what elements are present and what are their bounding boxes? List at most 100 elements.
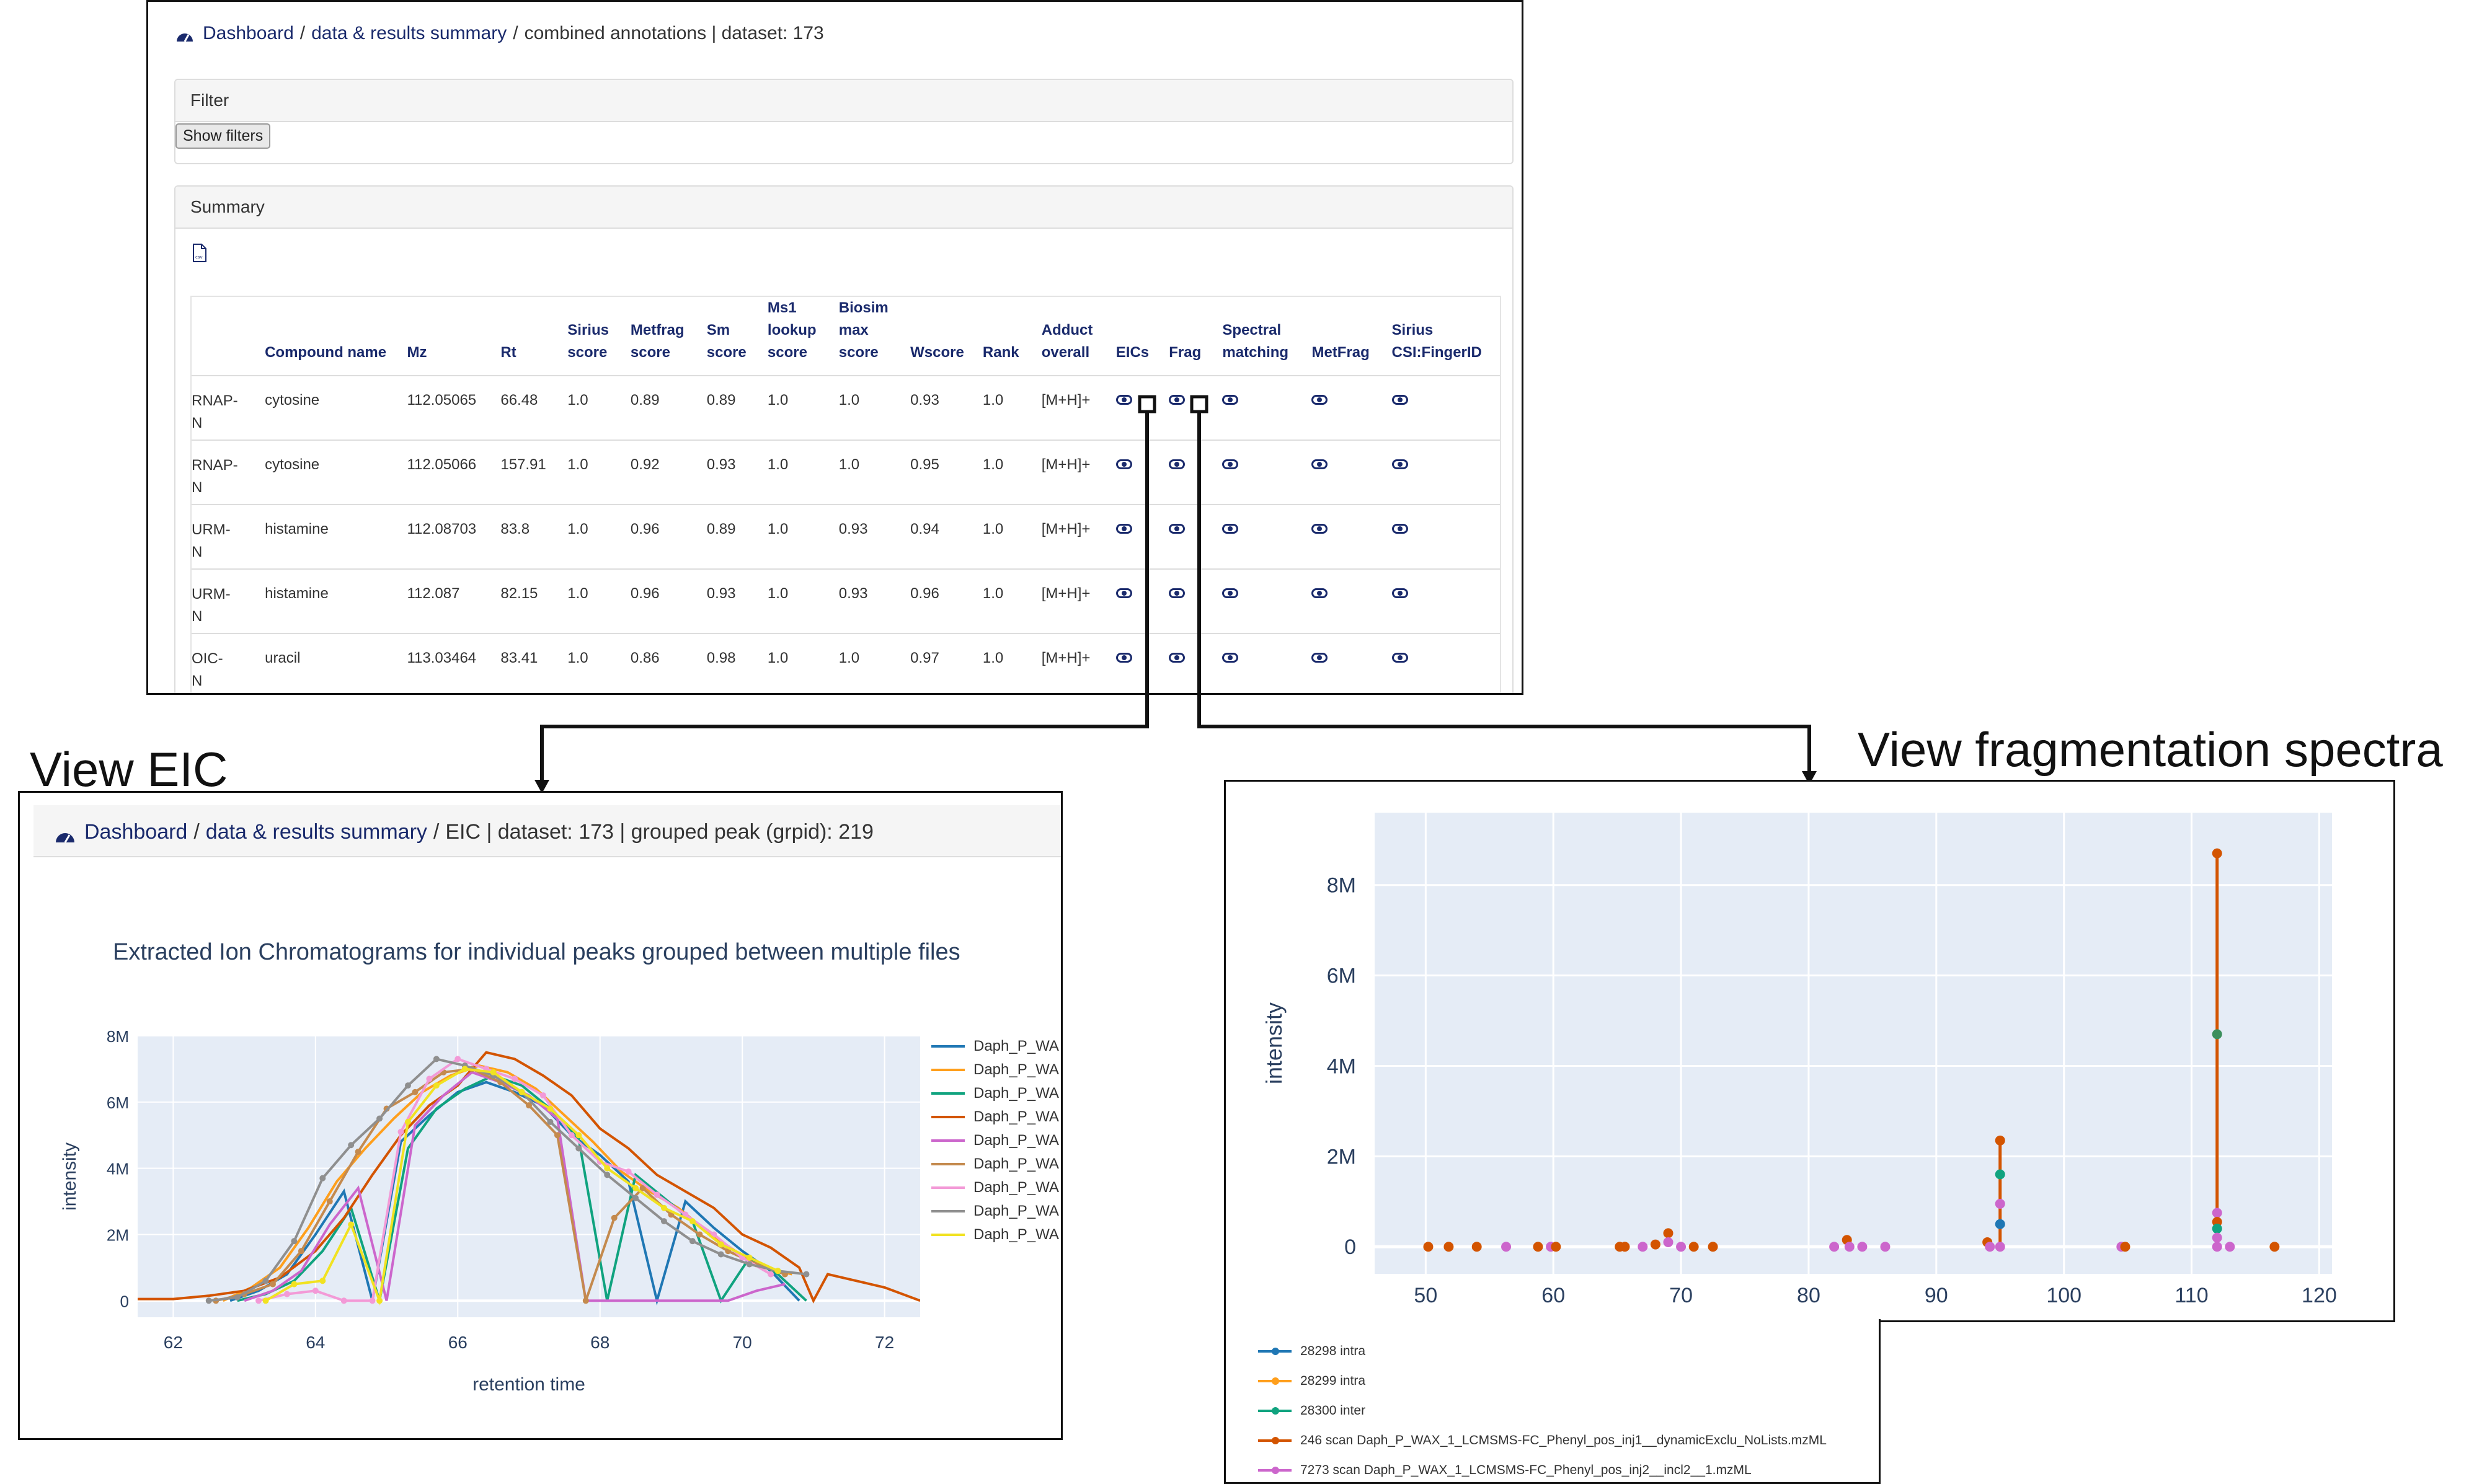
legend-item[interactable]: Daph_P_WA: [931, 1176, 1061, 1199]
table-cell: 0.95: [910, 456, 939, 473]
x-axis-label: retention time: [472, 1374, 585, 1395]
table-cell: cytosine: [265, 456, 320, 473]
spectrum-point: [1650, 1239, 1660, 1250]
csv-file-icon[interactable]: csv: [193, 244, 206, 262]
breadcrumb-dashboard-link[interactable]: Dashboard: [84, 820, 188, 844]
eye-icon[interactable]: [1311, 588, 1328, 598]
column-header[interactable]: Rt: [500, 344, 516, 361]
eye-icon[interactable]: [1391, 459, 1408, 469]
series-point: [369, 1297, 376, 1304]
column-header[interactable]: Sirius score: [567, 322, 609, 361]
legend-item[interactable]: 246 scan Daph_P_WAX_1_LCMSMS-FC_Phenyl_p…: [1258, 1426, 1827, 1455]
legend-marker: [1272, 1437, 1279, 1444]
eye-icon[interactable]: [1115, 524, 1132, 534]
spectrum-point: [2212, 1029, 2222, 1040]
table-cell: 0.94: [910, 521, 939, 537]
column-header[interactable]: Biosim max score: [838, 299, 889, 361]
table-cell: uracil: [265, 650, 301, 666]
eye-icon[interactable]: [1391, 588, 1408, 598]
spectrum-point: [2212, 1242, 2222, 1252]
eic-breadcrumb: Dashboard / data & results summary / EIC…: [55, 820, 874, 844]
legend-label: Daph_P_WA: [973, 1108, 1059, 1125]
eye-icon[interactable]: [1169, 524, 1186, 534]
eye-icon[interactable]: [1169, 653, 1186, 663]
column-header[interactable]: Metfrag score: [630, 322, 685, 361]
x-tick-label: 50: [1414, 1284, 1437, 1307]
column-header[interactable]: MetFrag: [1311, 344, 1370, 361]
column-header[interactable]: Rank: [982, 344, 1019, 361]
column-header[interactable]: EICs: [1115, 344, 1150, 361]
eye-icon[interactable]: [1311, 524, 1328, 534]
eye-icon[interactable]: [1222, 459, 1239, 469]
eye-icon[interactable]: [1311, 459, 1328, 469]
table-cell: 0.97: [910, 650, 939, 666]
eye-icon[interactable]: [1391, 524, 1408, 534]
eye-icon[interactable]: [1222, 395, 1239, 405]
table-cell: histamine: [265, 585, 329, 602]
eye-icon[interactable]: [1169, 395, 1186, 405]
legend-swatch: [1258, 1437, 1292, 1444]
column-header[interactable]: Compound name: [265, 344, 387, 361]
eics-highlight-box: [1138, 395, 1156, 413]
eye-icon[interactable]: [1391, 653, 1408, 663]
breadcrumb-summary-link[interactable]: data & results summary: [205, 820, 427, 844]
spectrum-point: [2120, 1242, 2130, 1252]
eye-icon[interactable]: [1391, 395, 1408, 405]
legend-item[interactable]: 28298 intra: [1258, 1336, 1827, 1366]
eye-icon[interactable]: [1115, 588, 1132, 598]
eye-icon[interactable]: [1115, 653, 1132, 663]
spectrum-point: [1688, 1242, 1699, 1252]
eye-icon[interactable]: [1115, 459, 1132, 469]
summary-card-header: Summary: [175, 187, 1512, 229]
column-header[interactable]: Sirius CSI:FingerID: [1391, 322, 1482, 361]
legend-item[interactable]: 7273 scan Daph_P_WAX_1_LCMSMS-FC_Phenyl_…: [1258, 1455, 1827, 1482]
eye-icon[interactable]: [1222, 524, 1239, 534]
column-header[interactable]: Sm score: [706, 322, 747, 361]
eye-icon[interactable]: [1311, 653, 1328, 663]
eye-icon[interactable]: [1222, 588, 1239, 598]
eye-icon[interactable]: [1115, 395, 1132, 405]
spectrum-point: [1995, 1219, 2005, 1229]
breadcrumb-summary-link[interactable]: data & results summary: [311, 23, 507, 43]
table-cell: 1.0: [767, 456, 789, 473]
column-header[interactable]: Adduct overall: [1041, 322, 1093, 361]
view-cell: [1164, 505, 1217, 569]
eye-icon[interactable]: [1169, 459, 1186, 469]
column-header[interactable]: Mz: [407, 344, 427, 361]
column-header[interactable]: Wscore: [910, 344, 964, 361]
legend-item[interactable]: Daph_P_WA: [931, 1223, 1061, 1247]
series-point: [746, 1254, 753, 1261]
fragmentation-panel: 50 60 70 80 90 100 110 120 0 2M 4M 6M 8M intensity: [1224, 780, 2395, 1322]
spectrum-point: [2212, 1217, 2222, 1227]
column-header[interactable]: Spectral matching: [1222, 322, 1289, 361]
legend-swatch: [931, 1210, 965, 1212]
series-point: [518, 1089, 525, 1095]
table-cell: 0.89: [630, 392, 660, 409]
y-tick-label: 4M: [107, 1160, 129, 1178]
legend-item[interactable]: Daph_P_WA: [931, 1152, 1061, 1176]
eye-icon[interactable]: [1169, 588, 1186, 598]
legend-swatch: [1258, 1407, 1292, 1415]
breadcrumb-current: combined annotations | dataset: 173: [524, 23, 824, 43]
series-point: [611, 1214, 618, 1221]
column-header[interactable]: Ms1 lookup score: [767, 299, 817, 361]
legend-item[interactable]: Daph_P_WA: [931, 1199, 1061, 1223]
show-filters-button[interactable]: Show filters: [175, 123, 271, 149]
legend-item[interactable]: 28300 inter: [1258, 1396, 1827, 1426]
breadcrumb-dashboard-link[interactable]: Dashboard: [203, 23, 294, 43]
table-cell: 0.98: [706, 650, 736, 666]
series-point: [255, 1297, 262, 1304]
fragmentation-legend-panel: 28298 intra 28299 intra 28300 inter 246 sca…: [1224, 1319, 1881, 1484]
legend-item[interactable]: Daph_P_WA: [931, 1082, 1061, 1105]
series-point: [298, 1248, 304, 1255]
spectrum-point: [2212, 1208, 2222, 1218]
legend-item[interactable]: Daph_P_WA: [931, 1058, 1061, 1082]
spectrum-point: [1995, 1242, 2005, 1252]
eye-icon[interactable]: [1222, 653, 1239, 663]
eye-icon[interactable]: [1311, 395, 1328, 405]
legend-item[interactable]: Daph_P_WA: [931, 1035, 1061, 1058]
legend-item[interactable]: 28299 intra: [1258, 1366, 1827, 1396]
legend-item[interactable]: Daph_P_WA: [931, 1105, 1061, 1129]
legend-item[interactable]: Daph_P_WA: [931, 1129, 1061, 1152]
column-header[interactable]: Frag: [1169, 344, 1202, 361]
